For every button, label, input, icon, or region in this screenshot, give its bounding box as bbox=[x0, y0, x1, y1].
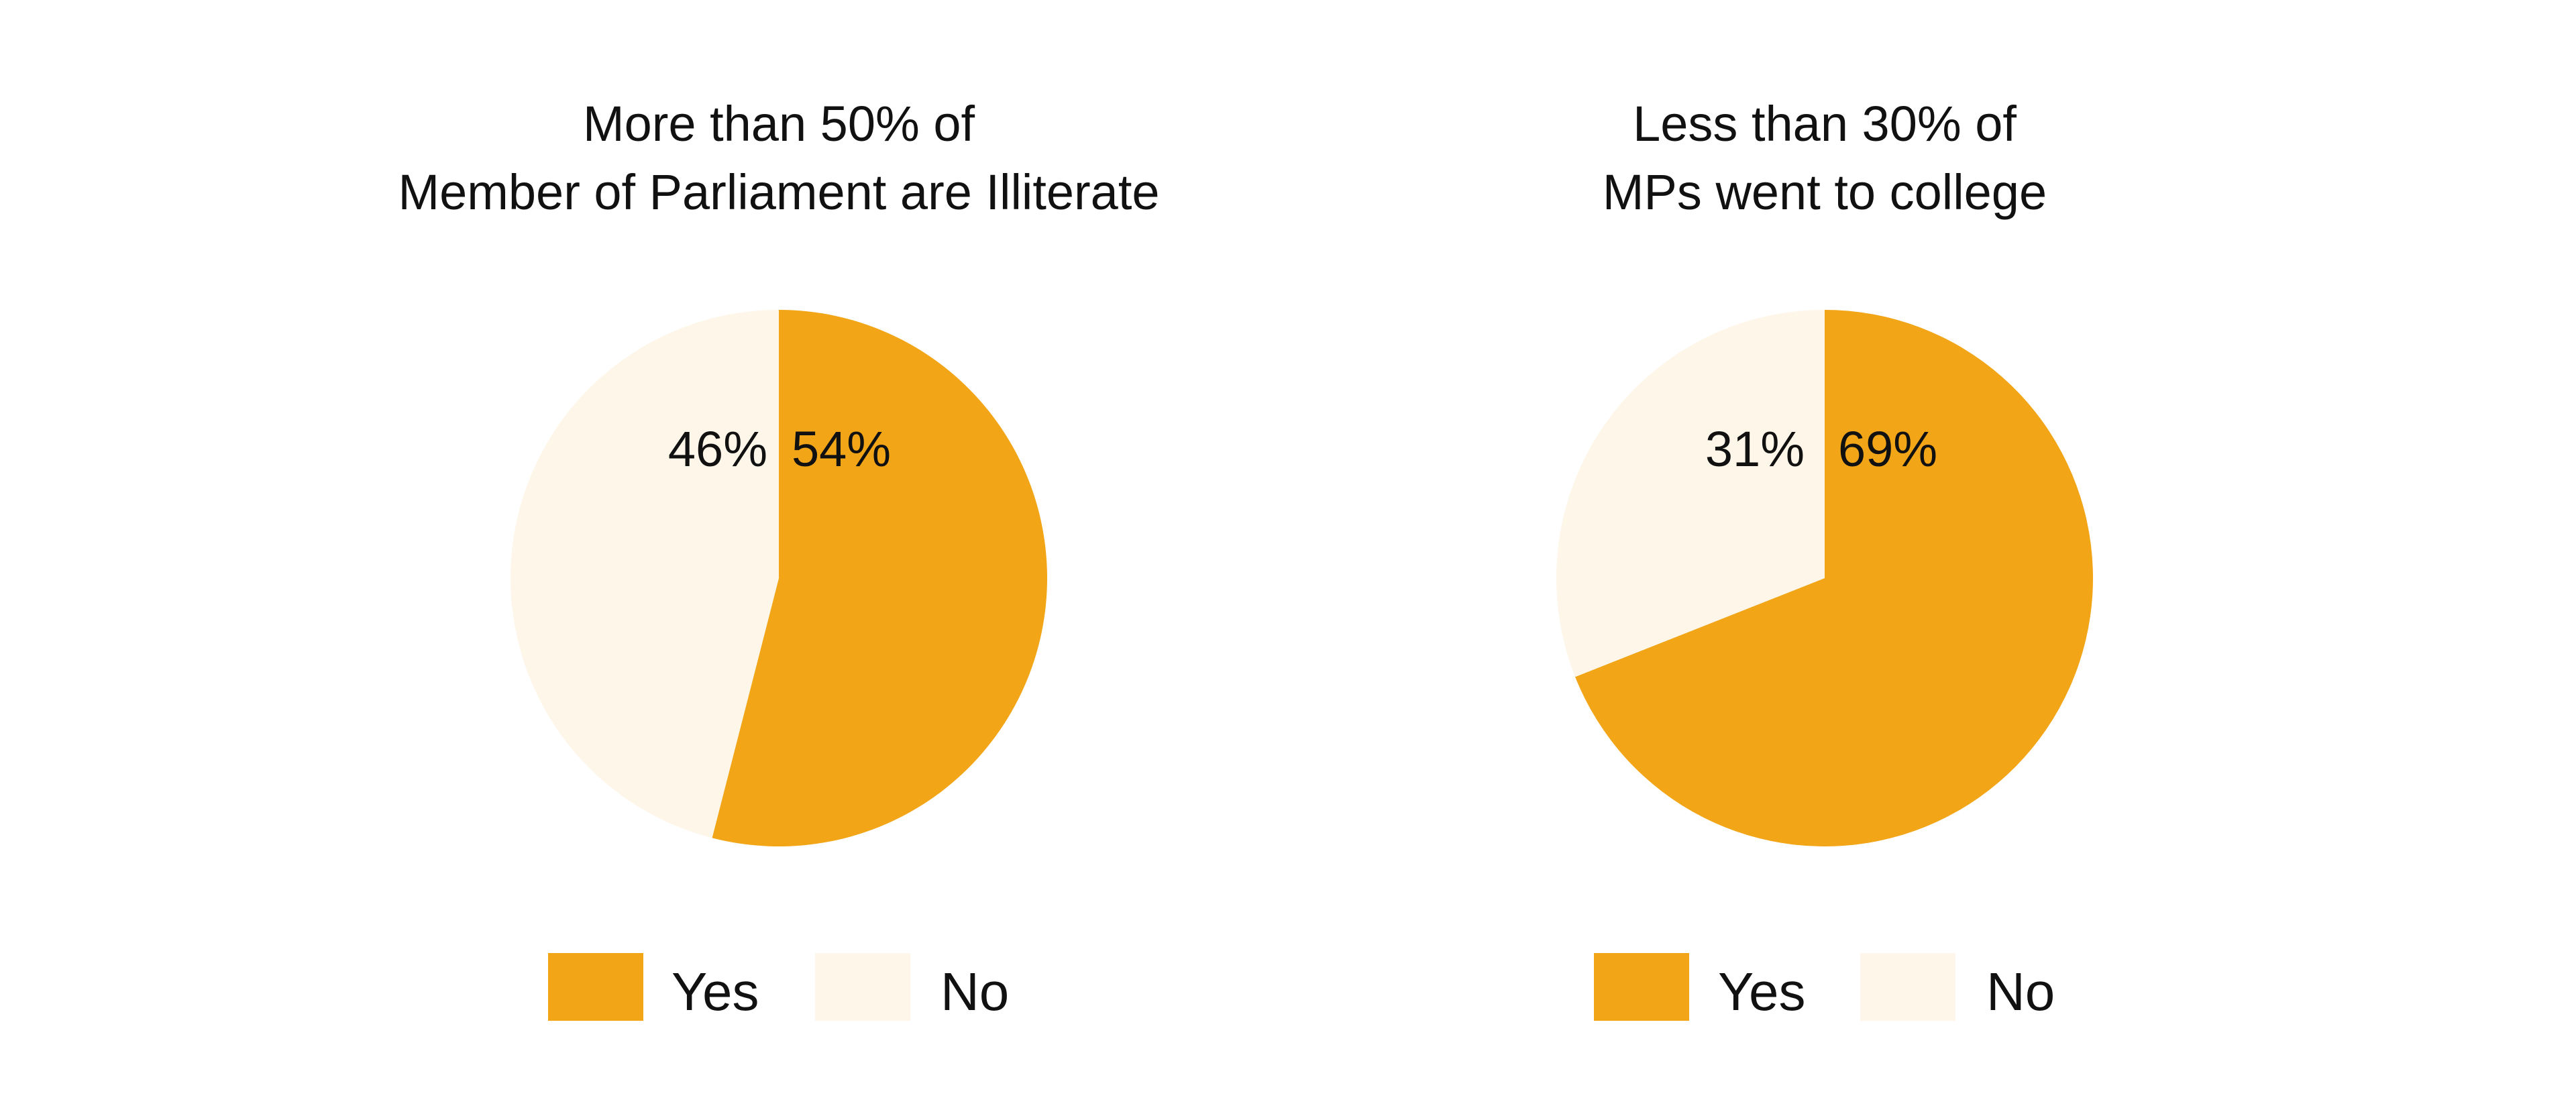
chart-1-title-line-1: More than 50% of bbox=[583, 96, 975, 152]
chart-2-title-line-1: Less than 30% of bbox=[1633, 96, 2017, 152]
chart-2-title-line-2: MPs went to college bbox=[1603, 164, 2047, 220]
chart-1-legend-no-swatch bbox=[815, 953, 910, 1021]
chart-1-legend: Yes No bbox=[548, 953, 1009, 1021]
chart-2-pie-slice-no bbox=[1556, 310, 1825, 677]
chart-1-legend-yes-label: Yes bbox=[672, 962, 759, 1021]
chart-illiterate-mps: More than 50% of Member of Parliament ar… bbox=[398, 96, 1159, 1021]
chart-1-pie-slice-no bbox=[510, 310, 779, 838]
chart-1-pie bbox=[510, 310, 1047, 846]
chart-2-legend: Yes No bbox=[1594, 953, 2055, 1021]
chart-2-pie-slice-yes bbox=[1575, 310, 2093, 847]
chart-2-yes-value-label: 69% bbox=[1838, 421, 1937, 477]
chart-1-title-line-2: Member of Parliament are Illiterate bbox=[398, 164, 1159, 220]
chart-2-legend-yes-swatch bbox=[1594, 953, 1689, 1021]
chart-1-yes-value-label: 54% bbox=[792, 421, 891, 477]
chart-2-legend-yes-label: Yes bbox=[1718, 962, 1806, 1021]
chart-2-legend-no-swatch bbox=[1860, 953, 1955, 1021]
chart-1-legend-yes-swatch bbox=[548, 953, 643, 1021]
chart-2-legend-no-label: No bbox=[1986, 962, 2055, 1021]
chart-college-mps: Less than 30% of MPs went to college 31%… bbox=[1556, 96, 2093, 1021]
chart-2-no-value-label: 31% bbox=[1705, 421, 1805, 477]
chart-1-pie-slice-yes bbox=[712, 310, 1047, 846]
chart-1-no-value-label: 46% bbox=[668, 421, 767, 477]
chart-2-pie bbox=[1556, 310, 2093, 847]
chart-1-legend-no-label: No bbox=[941, 962, 1009, 1021]
